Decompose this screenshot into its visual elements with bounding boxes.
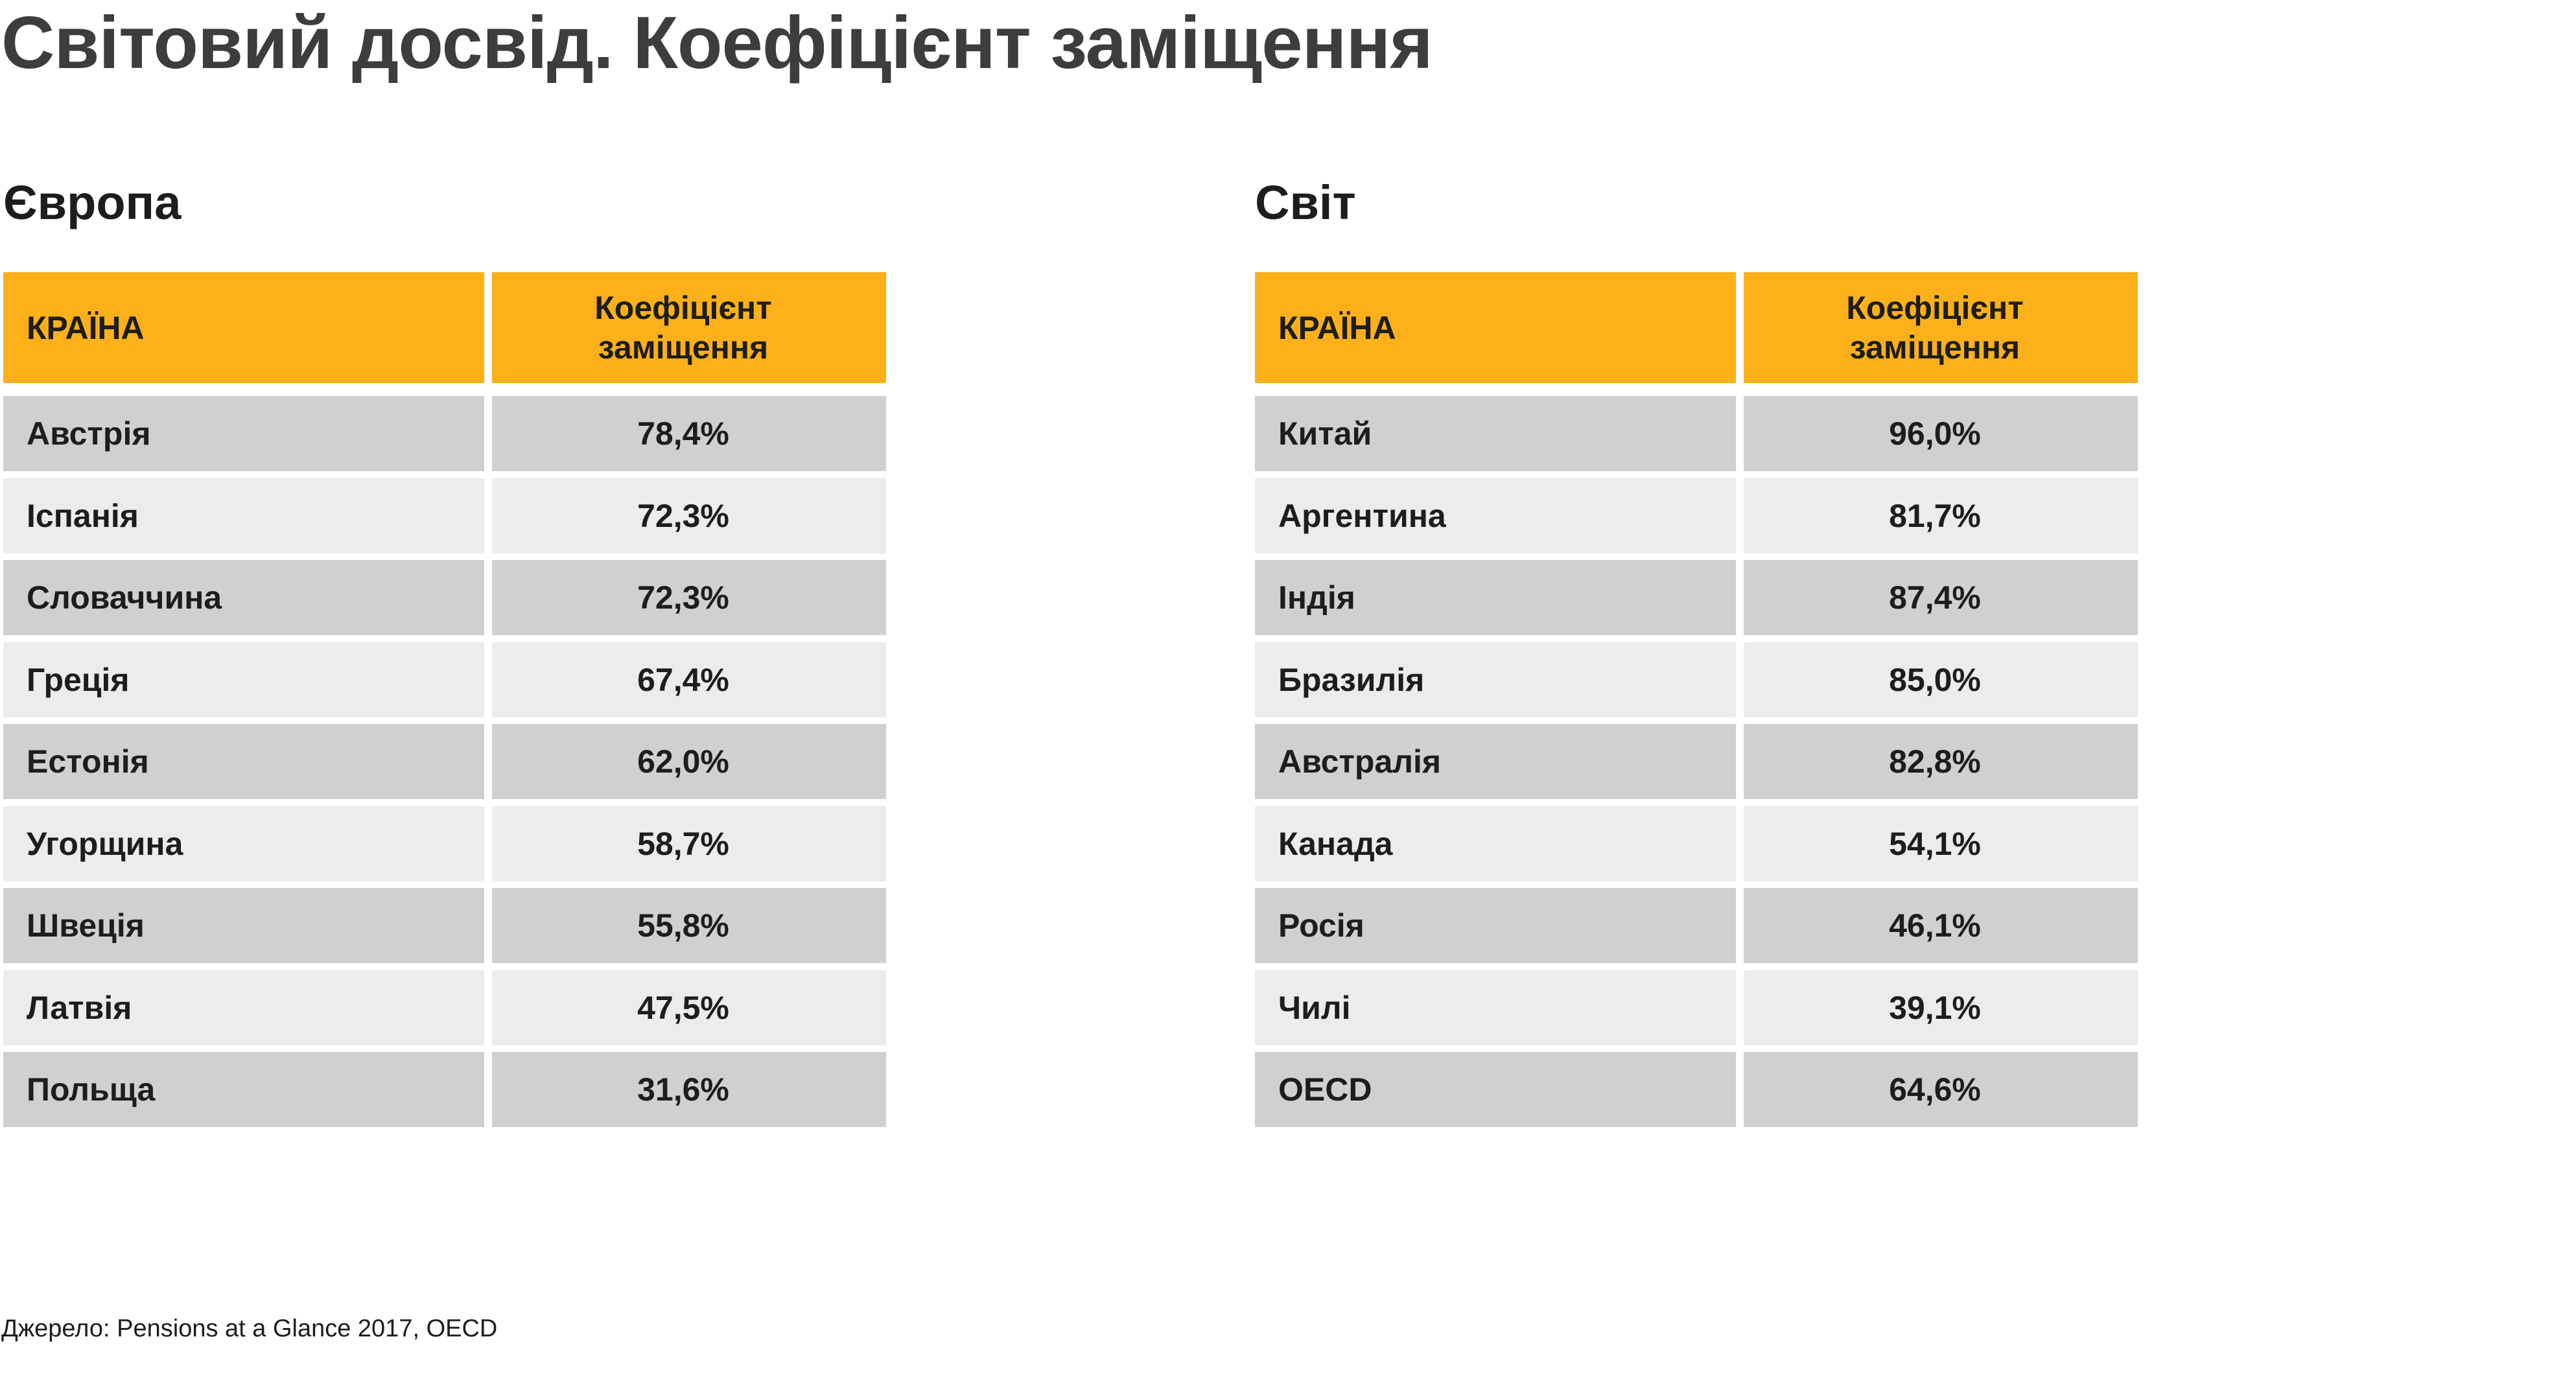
cell-country: Китай (1255, 396, 1736, 471)
cell-replacement-rate: 96,0% (1744, 396, 2138, 471)
cell-replacement-rate: 39,1% (1744, 970, 2138, 1045)
cell-country: Чилі (1255, 970, 1736, 1045)
cell-replacement-rate: 55,8% (492, 888, 886, 963)
table-row: Швеція 55,8% (3, 888, 886, 963)
column-header-replacement-rate-label: Коефіцієнт заміщення (594, 289, 772, 366)
cell-replacement-rate: 47,5% (492, 970, 886, 1045)
table-europe: КРАЇНА Коефіцієнт заміщення Австрія 78,4% Іс… (3, 272, 886, 1127)
table-header-row: КРАЇНА Коефіцієнт заміщення (1255, 272, 2138, 383)
table-row: Австралія 82,8% (1255, 724, 2138, 799)
column-header-replacement-rate-label: Коефіцієнт заміщення (1846, 289, 2024, 366)
table-row: Іспанія 72,3% (3, 478, 886, 553)
cell-replacement-rate: 78,4% (492, 396, 886, 471)
cell-replacement-rate: 82,8% (1744, 724, 2138, 799)
column-header-replacement-rate: Коефіцієнт заміщення (492, 272, 886, 383)
cell-replacement-rate: 46,1% (1744, 888, 2138, 963)
cell-replacement-rate: 87,4% (1744, 560, 2138, 635)
cell-replacement-rate: 72,3% (492, 560, 886, 635)
column-header-replacement-rate: Коефіцієнт заміщення (1744, 272, 2138, 383)
table-row: Аргентина 81,7% (1255, 478, 2138, 553)
cell-country: OECD (1255, 1052, 1736, 1127)
table-row: Канада 54,1% (1255, 806, 2138, 881)
section-heading-europe: Європа (3, 176, 181, 229)
cell-replacement-rate: 81,7% (1744, 478, 2138, 553)
table-row: OECD 64,6% (1255, 1052, 2138, 1127)
cell-replacement-rate: 62,0% (492, 724, 886, 799)
table-row: Польща 31,6% (3, 1052, 886, 1127)
table-row: Естонія 62,0% (3, 724, 886, 799)
table-row: Китай 96,0% (1255, 396, 2138, 471)
cell-replacement-rate: 64,6% (1744, 1052, 2138, 1127)
cell-country: Естонія (3, 724, 484, 799)
cell-country: Угорщина (3, 806, 484, 881)
column-header-country: КРАЇНА (1255, 272, 1736, 383)
cell-country: Латвія (3, 970, 484, 1045)
cell-replacement-rate: 58,7% (492, 806, 886, 881)
table-row: Австрія 78,4% (3, 396, 886, 471)
table-row: Латвія 47,5% (3, 970, 886, 1045)
table-row: Чилі 39,1% (1255, 970, 2138, 1045)
table-row: Росія 46,1% (1255, 888, 2138, 963)
table-row: Греція 67,4% (3, 642, 886, 717)
source-note: Джерело: Pensions at a Glance 2017, OECD (1, 1315, 498, 1342)
cell-country: Австралія (1255, 724, 1736, 799)
table-header-row: КРАЇНА Коефіцієнт заміщення (3, 272, 886, 383)
cell-country: Польща (3, 1052, 484, 1127)
cell-replacement-rate: 67,4% (492, 642, 886, 717)
table-row: Індія 87,4% (1255, 560, 2138, 635)
cell-country: Швеція (3, 888, 484, 963)
cell-country: Іспанія (3, 478, 484, 553)
column-header-country: КРАЇНА (3, 272, 484, 383)
cell-country: Греція (3, 642, 484, 717)
table-row: Угорщина 58,7% (3, 806, 886, 881)
table-row: Бразилія 85,0% (1255, 642, 2138, 717)
cell-replacement-rate: 85,0% (1744, 642, 2138, 717)
cell-replacement-rate: 54,1% (1744, 806, 2138, 881)
section-heading-world: Світ (1255, 176, 1356, 229)
page-title: Світовий досвід. Коефіцієнт заміщення (1, 2, 1433, 84)
table-row: Словаччина 72,3% (3, 560, 886, 635)
cell-country: Індія (1255, 560, 1736, 635)
cell-country: Канада (1255, 806, 1736, 881)
table-world: КРАЇНА Коефіцієнт заміщення Китай 96,0% Арге… (1255, 272, 2138, 1127)
cell-country: Бразилія (1255, 642, 1736, 717)
cell-country: Австрія (3, 396, 484, 471)
cell-replacement-rate: 31,6% (492, 1052, 886, 1127)
cell-replacement-rate: 72,3% (492, 478, 886, 553)
cell-country: Росія (1255, 888, 1736, 963)
cell-country: Аргентина (1255, 478, 1736, 553)
cell-country: Словаччина (3, 560, 484, 635)
